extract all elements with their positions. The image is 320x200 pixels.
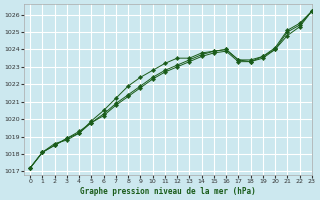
X-axis label: Graphe pression niveau de la mer (hPa): Graphe pression niveau de la mer (hPa): [80, 187, 256, 196]
